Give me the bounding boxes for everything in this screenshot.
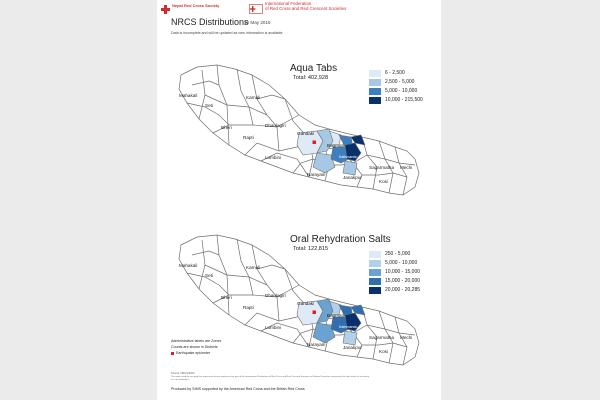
zone-label: Gandaki <box>297 131 314 136</box>
zone-label: Kosi <box>379 349 388 354</box>
map2-nepal: Mahakali Seti Karnali Bheri Rapti Dhaula… <box>178 234 420 366</box>
zone-label: Mechi <box>400 165 412 170</box>
map1-legend-item: 6 - 2,500 <box>369 69 405 77</box>
zone-label: Seti <box>205 103 213 108</box>
map2-epicenter-marker <box>312 310 316 314</box>
map2-legend-item: 5,000 - 10,000 <box>369 259 417 267</box>
zone-label: Sagarmatha <box>369 335 394 340</box>
map2-district-dark <box>344 312 362 332</box>
zone-label: Karnali <box>246 265 260 270</box>
legend-swatch <box>369 87 381 95</box>
map2-legend-item: 250 - 5,000 <box>369 250 410 258</box>
legend-swatch <box>369 277 381 285</box>
zone-label: Lumbini <box>265 325 281 330</box>
legend-label: 5,000 - 10,000 <box>385 88 418 94</box>
legend-label: 2,500 - 5,000 <box>385 79 415 85</box>
epicenter-icon <box>171 351 174 355</box>
map1-district-dark <box>350 134 366 146</box>
zone-label: Mahakali <box>179 263 197 268</box>
zone-label: Kathmandu <box>339 325 357 329</box>
map1-district-mid <box>312 152 336 174</box>
legend-label: 20,000 - 20,285 <box>385 287 421 293</box>
map1-legend-item: 2,500 - 5,000 <box>369 78 414 86</box>
legend-swatch <box>369 78 381 86</box>
map2-outline <box>178 234 420 366</box>
map2-total: Total: 122,815 <box>293 246 329 252</box>
ifrc-emblem-icon <box>249 1 263 14</box>
ifrc-label-line1: International Federation <box>265 1 312 6</box>
legend-label: 15,000 - 20,000 <box>385 278 421 284</box>
map2-title: Oral Rehydration Salts <box>290 234 391 245</box>
zone-label: Bagmati <box>327 313 344 318</box>
ifrc-label: International Federation of Red Cross an… <box>265 1 385 11</box>
map2-legend-item: 15,000 - 20,000 <box>369 277 420 285</box>
zone-label: Rapti <box>243 305 254 310</box>
map1-total: Total: 402,928 <box>293 75 329 81</box>
nrcs-label: Nepal Red Cross Society <box>172 3 220 8</box>
zone-label: Mechi <box>400 335 412 340</box>
zone-label: Narayani <box>307 172 325 177</box>
disclaimer-note: The maps used do not imply the expressio… <box>171 376 370 381</box>
zone-label: Bheri <box>221 125 232 130</box>
map2-district-dark <box>350 304 366 316</box>
district-counts-note: Counts are shown in Districts <box>171 345 218 349</box>
zone-label: Sagarmatha <box>369 165 394 170</box>
map1-epicenter-marker <box>312 140 316 144</box>
map1-district-mid <box>342 160 358 176</box>
zone-label: Janakpur <box>343 175 362 180</box>
map1-district-mid <box>316 128 334 154</box>
map2-district-strong <box>330 316 350 334</box>
map2-district-mid <box>312 322 336 344</box>
produced-by-note: Produced by SIMS supported by the Americ… <box>171 387 305 391</box>
map1-title: Aqua Tabs <box>290 63 338 74</box>
zone-label: Lumbini <box>265 155 281 160</box>
map2-legend-item: 20,000 - 20,285 <box>369 286 420 294</box>
zone-label: Dhaulagiri <box>265 123 286 128</box>
zone-label: Seti <box>205 273 213 278</box>
data-note: Data is incomplete and will be updated a… <box>171 31 283 35</box>
zone-label: Dhaulagiri <box>265 293 286 298</box>
epicenter-legend: Earthquake epicenter <box>171 351 210 355</box>
page-date: 10 May 2015 <box>244 20 271 25</box>
map1-outline <box>178 64 420 196</box>
zone-label: Bagmati <box>327 143 344 148</box>
zone-label: Janakpur <box>343 345 362 350</box>
zone-label: Rapti <box>243 135 254 140</box>
legend-swatch <box>369 268 381 276</box>
map1-district-dark <box>344 142 362 162</box>
legend-swatch <box>369 250 381 258</box>
map1-legend-item: 5,000 - 10,000 <box>369 87 417 95</box>
zone-label: Karnali <box>246 95 260 100</box>
nrcs-cross-icon <box>161 1 170 14</box>
zone-label: Bheri <box>221 295 232 300</box>
zone-label: Narayani <box>307 342 325 347</box>
admin-labels-note: Administrative labels are Zones <box>171 339 222 343</box>
legend-label: 10,000 - 15,000 <box>385 269 421 275</box>
zone-label: Kathmandu <box>339 155 357 159</box>
map1-legend-item: 10,000 - 215,500 <box>369 96 423 104</box>
zone-label: Mahakali <box>179 93 197 98</box>
source-note: Source: NRCS/IFRC <box>171 372 195 375</box>
legend-swatch <box>369 259 381 267</box>
legend-label: 10,000 - 215,500 <box>385 97 423 103</box>
legend-swatch <box>369 69 381 77</box>
map2-district-mid <box>342 330 358 346</box>
legend-swatch <box>369 96 381 104</box>
legend-label: 6 - 2,500 <box>385 70 405 76</box>
zone-label: Gandaki <box>297 301 314 306</box>
zone-label: Kosi <box>379 179 388 184</box>
map2-district-mid <box>316 298 334 324</box>
legend-swatch <box>369 286 381 294</box>
epicenter-label: Earthquake epicenter <box>176 351 211 355</box>
page-title: NRCS Distributions <box>171 17 249 27</box>
map1-nepal: Mahakali Seti Karnali Bheri Rapti Dhaula… <box>178 64 420 196</box>
map1-district-strong <box>330 146 350 164</box>
map-sheet: Nepal Red Cross Society International Fe… <box>157 0 441 400</box>
legend-label: 250 - 5,000 <box>385 251 411 257</box>
ifrc-label-line2: of Red Cross and Red Crescent Societies <box>265 6 347 11</box>
legend-label: 5,000 - 10,000 <box>385 260 418 266</box>
map2-legend-item: 10,000 - 15,000 <box>369 268 420 276</box>
